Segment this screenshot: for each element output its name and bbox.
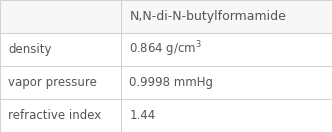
Bar [121, 33, 332, 66]
Text: density: density [8, 43, 52, 56]
Bar [0, 99, 121, 132]
Text: 0.864 g/cm$^3$: 0.864 g/cm$^3$ [129, 40, 203, 59]
Text: vapor pressure: vapor pressure [8, 76, 97, 89]
Bar [121, 0, 332, 33]
Text: 1.44: 1.44 [129, 109, 156, 122]
Bar [0, 66, 121, 99]
Text: refractive index: refractive index [8, 109, 102, 122]
Text: N,N-di-N-butylformamide: N,N-di-N-butylformamide [129, 10, 287, 23]
Bar [0, 33, 121, 66]
Bar [0, 0, 121, 33]
Bar [121, 66, 332, 99]
Text: 0.9998 mmHg: 0.9998 mmHg [129, 76, 213, 89]
Bar [121, 99, 332, 132]
